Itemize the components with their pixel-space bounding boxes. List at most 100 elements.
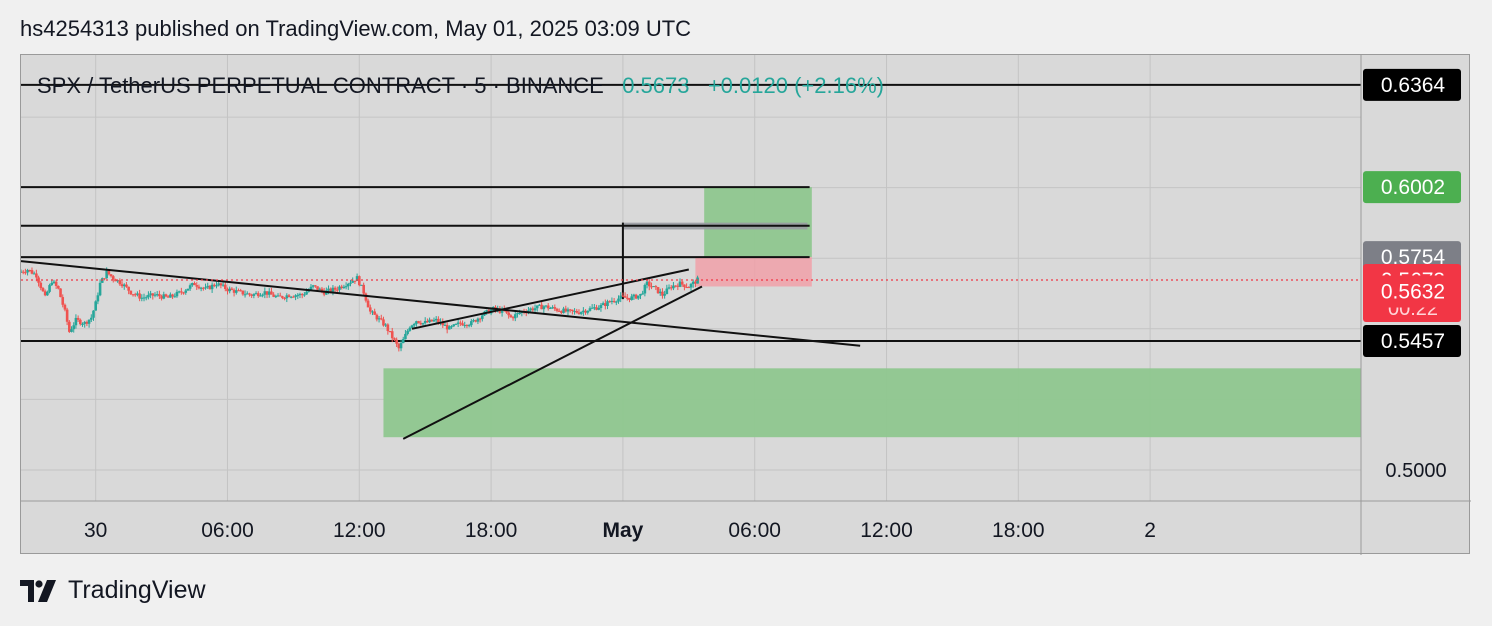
- candle-body: [114, 279, 117, 282]
- candle-body: [621, 295, 625, 297]
- candle-body: [96, 295, 100, 302]
- time-tick-label: 06:00: [201, 519, 254, 542]
- candle-body: [680, 281, 684, 285]
- candle-body: [254, 293, 258, 295]
- candle-body: [610, 300, 614, 302]
- candle-body: [647, 281, 651, 287]
- candle-body: [147, 294, 150, 298]
- candle-body: [199, 287, 203, 289]
- candle-body: [393, 338, 396, 340]
- candle-body: [52, 281, 56, 283]
- candle-body: [274, 296, 278, 298]
- candle-body: [180, 291, 183, 293]
- candle-body: [270, 291, 273, 295]
- candle-body: [87, 319, 91, 324]
- price-badge-label: 0.5457: [1381, 330, 1445, 353]
- candle-body: [289, 296, 293, 298]
- candle-body: [650, 286, 653, 288]
- candle-body: [577, 312, 581, 314]
- candle-body: [694, 281, 697, 284]
- candle-body: [683, 284, 686, 288]
- price-change: +0.0120 (+2.16%): [707, 73, 884, 98]
- candle-body: [21, 271, 25, 273]
- candle-body: [481, 315, 484, 319]
- price-badge-label: 0.5754: [1381, 246, 1446, 269]
- candle-body: [215, 285, 218, 287]
- candle-body: [437, 318, 440, 323]
- candle-body: [103, 278, 106, 280]
- candle-body: [456, 322, 460, 324]
- candle-body: [608, 301, 612, 303]
- candle-body: [338, 286, 341, 290]
- time-tick-label: 12:00: [860, 519, 913, 542]
- candle-body: [237, 290, 240, 292]
- candle-body: [228, 288, 231, 292]
- candle-body: [612, 300, 616, 302]
- price-badge-label: 0.6364: [1381, 74, 1446, 97]
- candle-body: [362, 284, 365, 294]
- candle-body: [384, 324, 387, 326]
- candle-body: [588, 308, 592, 311]
- candle-body: [41, 288, 45, 292]
- candle-body: [373, 311, 376, 315]
- candle-body: [208, 285, 212, 290]
- zone-target[interactable]: [704, 187, 812, 258]
- candle-body: [85, 321, 89, 324]
- trendline[interactable]: [402, 285, 703, 440]
- candle-body: [239, 290, 242, 292]
- candle-body: [65, 309, 69, 322]
- candle-body: [329, 288, 333, 292]
- candle-body: [434, 318, 438, 321]
- candle-body: [476, 318, 480, 322]
- candle-body: [579, 312, 583, 314]
- candle-body: [582, 310, 585, 313]
- chart-frame[interactable]: 0.50000.63640.60020.57540.567300:220.563…: [20, 54, 1471, 555]
- candle-body: [131, 294, 135, 296]
- candle-body: [388, 331, 392, 333]
- candle-body: [432, 320, 436, 322]
- candle-body: [265, 291, 269, 295]
- trendline[interactable]: [21, 260, 861, 347]
- chart-plot[interactable]: 0.50000.63640.60020.57540.567300:220.563…: [21, 55, 1471, 555]
- candle-body: [428, 319, 431, 323]
- candle-body: [261, 294, 264, 296]
- candle-body: [226, 288, 229, 292]
- candle-body: [654, 286, 658, 288]
- candle-body: [177, 291, 181, 293]
- candle-body: [153, 294, 157, 296]
- candle-body: [287, 295, 291, 298]
- candle-body: [426, 320, 429, 323]
- candle-body: [549, 307, 552, 309]
- candle-body: [336, 289, 339, 291]
- candle-body: [470, 321, 473, 326]
- candle-body: [89, 317, 93, 320]
- candle-body: [292, 296, 295, 298]
- candle-body: [615, 301, 618, 303]
- candle-body: [140, 297, 144, 299]
- symbol-legend: SPX / TetherUS PERPETUAL CONTRACT · 5 · …: [37, 73, 884, 99]
- brand-name: TradingView: [68, 576, 206, 604]
- candle-body: [623, 296, 627, 298]
- candle-body: [397, 343, 401, 349]
- candle-body: [399, 343, 403, 349]
- zone-support[interactable]: [383, 368, 1362, 438]
- time-tick-label: 2: [1144, 519, 1156, 542]
- candle-body: [401, 339, 405, 344]
- time-tick-label: 18:00: [992, 519, 1045, 542]
- candle-body: [505, 310, 508, 313]
- zone-stop[interactable]: [695, 257, 812, 287]
- candle-body: [298, 294, 302, 296]
- candle-body: [448, 326, 451, 330]
- candle-body: [342, 286, 346, 288]
- candle-body: [571, 309, 574, 311]
- candle-body: [184, 290, 188, 293]
- candle-body: [149, 293, 152, 295]
- candle-body: [645, 281, 649, 285]
- candle-body: [133, 294, 137, 296]
- candle-body: [111, 276, 115, 280]
- candle-body: [450, 326, 453, 328]
- candle-body: [322, 291, 326, 295]
- time-tick-label: 30: [84, 519, 107, 542]
- candle-body: [39, 282, 43, 289]
- candle-body: [674, 285, 677, 287]
